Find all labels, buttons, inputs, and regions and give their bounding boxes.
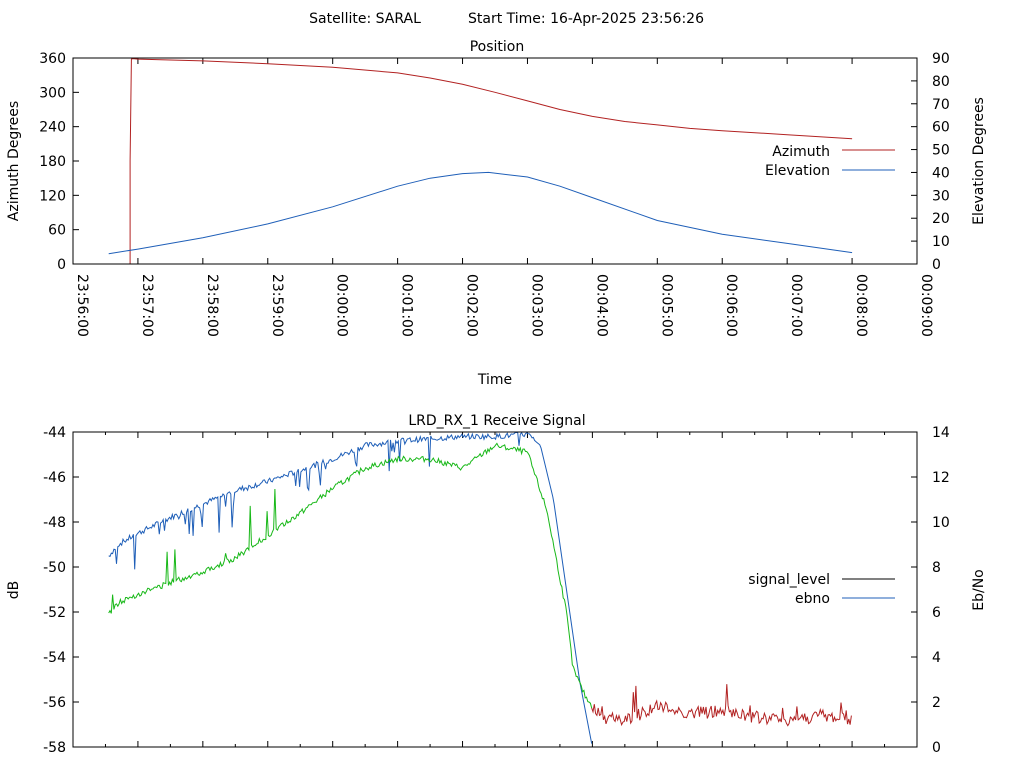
elevation-tick-label: 0 (932, 257, 941, 273)
elevation-tick-label: 80 (932, 74, 950, 90)
elevation-tick-label: 40 (932, 165, 950, 181)
elevation-tick-label: 90 (932, 51, 950, 67)
position-legend: Azimuth Elevation (765, 144, 895, 179)
signal-level-line-unlocked (591, 684, 852, 727)
ebno-tick-label: 2 (932, 695, 941, 711)
azimuth-tick-label: 0 (57, 257, 66, 273)
position-series (108, 58, 853, 264)
position-ticks: 0 60 120 180 240 300 360 0 10 20 30 40 50 60 70 80 90 23:… (39, 51, 950, 337)
azimuth-tick-label: 180 (39, 154, 66, 170)
signal-title: LRD_RX_1 Receive Signal (408, 413, 585, 429)
time-tick-label: 00:08:00 (853, 274, 869, 337)
db-tick-label: -44 (43, 425, 66, 441)
elevation-tick-label: 60 (932, 120, 950, 136)
signal-series (108, 431, 852, 744)
legend-signal-level-label: signal_level (748, 572, 830, 588)
db-tick-label: -56 (43, 695, 66, 711)
ebno-tick-label: 12 (932, 470, 950, 486)
azimuth-line (129, 58, 853, 264)
time-tick-label: 00:01:00 (399, 274, 415, 337)
time-tick-label: 00:03:00 (528, 274, 544, 337)
time-tick-label: 23:57:00 (139, 274, 155, 337)
time-tick-label: 00:07:00 (788, 274, 804, 337)
ebno-tick-label: 14 (932, 425, 950, 441)
time-tick-label: 00:00:00 (334, 274, 350, 337)
position-title: Position (470, 39, 525, 55)
azimuth-tick-label: 120 (39, 188, 66, 204)
elevation-tick-label: 30 (932, 188, 950, 204)
db-tick-label: -48 (43, 515, 66, 531)
time-tick-label: 00:05:00 (658, 274, 674, 337)
ebno-tick-label: 10 (932, 515, 950, 531)
azimuth-tick-label: 300 (39, 85, 66, 101)
legend-elevation-label: Elevation (765, 163, 830, 179)
db-tick-label: -46 (43, 470, 66, 486)
signal-plot-border (72, 431, 918, 748)
signal-level-line-locked (108, 442, 593, 709)
signal-y2label: Eb/No (971, 569, 987, 611)
time-tick-label: 00:02:00 (464, 274, 480, 337)
ebno-tick-label: 6 (932, 605, 941, 621)
receive-signal-chart: LRD_RX_1 Receive Signal dB Eb/No -44-46-… (6, 413, 987, 756)
azimuth-tick-label: 360 (39, 51, 66, 67)
time-tick-label: 23:58:00 (204, 274, 220, 337)
elevation-tick-label: 50 (932, 143, 950, 159)
ebno-line (108, 431, 593, 744)
legend-ebno-label: ebno (795, 591, 830, 607)
azimuth-tick-label: 60 (48, 223, 66, 239)
ebno-tick-label: 8 (932, 560, 941, 576)
time-tick-label: 00:04:00 (593, 274, 609, 337)
elevation-line (108, 171, 853, 255)
elevation-tick-label: 20 (932, 211, 950, 227)
start-time: Start Time: 16-Apr-2025 23:56:26 (468, 11, 704, 27)
legend-azimuth-label: Azimuth (772, 144, 830, 160)
time-tick-label: 00:06:00 (723, 274, 739, 337)
time-tick-label: 23:59:00 (269, 274, 285, 337)
azimuth-tick-label: 240 (39, 120, 66, 136)
db-tick-label: -54 (43, 650, 66, 666)
position-y2label: Elevation Degrees (971, 97, 987, 225)
ebno-tick-label: 0 (932, 740, 941, 756)
time-tick-label: 00:09:00 (918, 274, 934, 337)
elevation-tick-label: 10 (932, 234, 950, 250)
satellite-name: Satellite: SARAL (309, 11, 421, 27)
position-plot-border (72, 57, 918, 265)
position-ylabel: Azimuth Degrees (6, 101, 22, 221)
db-tick-label: -50 (43, 560, 66, 576)
time-tick-label: 23:56:00 (74, 274, 90, 337)
db-tick-label: -58 (43, 740, 66, 756)
elevation-tick-label: 70 (932, 97, 950, 113)
position-xlabel: Time (477, 372, 512, 388)
signal-legend: signal_level ebno (748, 572, 895, 607)
signal-ticks: -44 -46 -48 -50 -52 -54 -56 -58 0 2 4 6 8 10 12 14 (43, 425, 950, 756)
ebno-tick-label: 4 (932, 650, 941, 666)
position-chart: Position Time Azimuth Degrees Elevation … (6, 39, 987, 388)
signal-ylabel: dB (6, 581, 22, 600)
db-tick-label: -52 (43, 605, 66, 621)
